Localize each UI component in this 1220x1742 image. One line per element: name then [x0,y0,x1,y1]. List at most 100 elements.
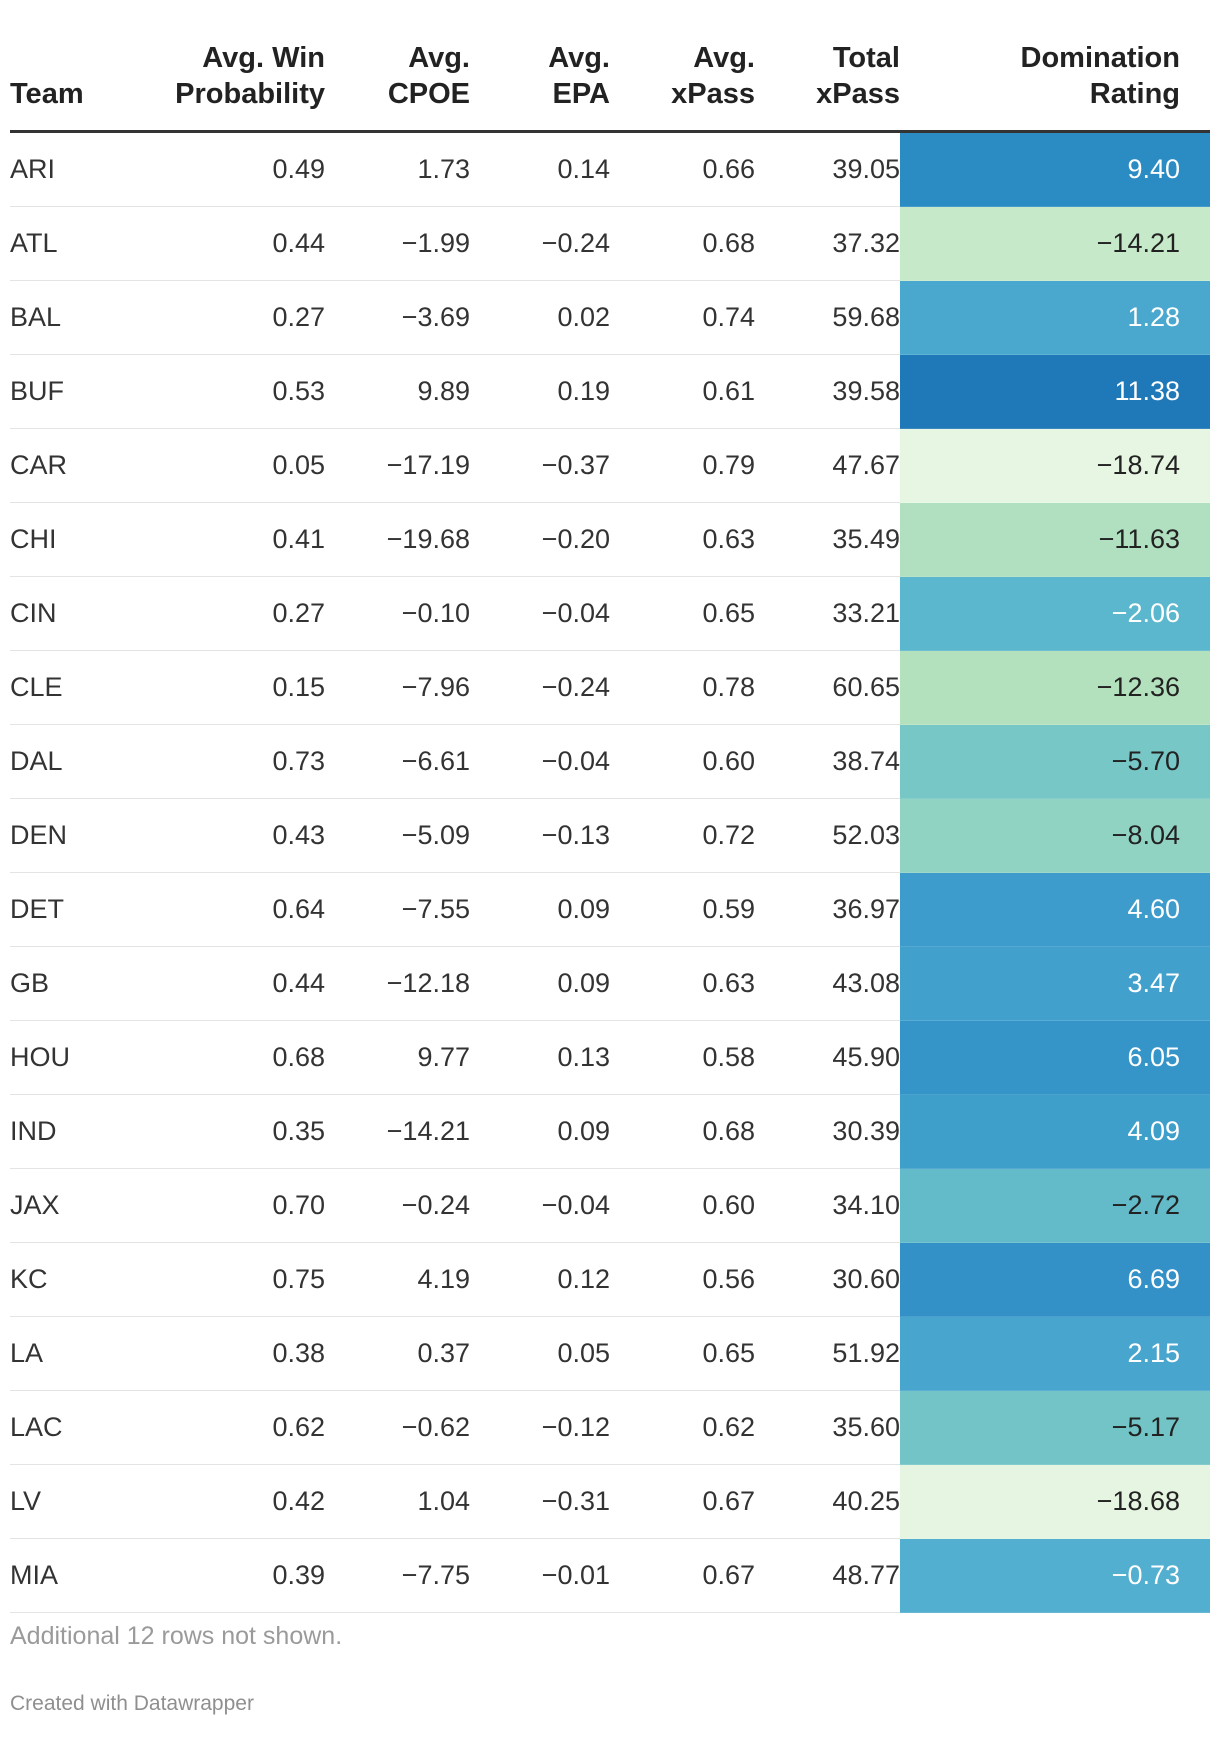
cell-xpass: 0.67 [610,1538,755,1613]
cell-xpass: 0.63 [610,502,755,577]
cell-epa: 0.12 [470,1242,610,1317]
table-row: DEN 0.43 −5.09 −0.13 0.72 52.03 −8.04 [10,798,1210,873]
cell-team: LV [10,1464,140,1539]
cell-domination: 11.38 [900,354,1210,429]
datawrapper-credit: Created with Datawrapper [10,1692,254,1715]
cell-total-xpass: 36.97 [755,872,900,947]
cell-win-prob: 0.41 [140,502,325,577]
cell-total-xpass: 35.60 [755,1390,900,1465]
table-row: MIA 0.39 −7.75 −0.01 0.67 48.77 −0.73 [10,1538,1210,1613]
cell-cpoe: 1.04 [325,1464,470,1539]
column-header-line: Avg. Win [202,42,325,74]
cell-team: ARI [10,131,140,207]
cell-epa: 0.13 [470,1020,610,1095]
cell-win-prob: 0.15 [140,650,325,725]
cell-cpoe: −7.55 [325,872,470,947]
cell-epa: 0.05 [470,1316,610,1391]
table-row: ATL 0.44 −1.99 −0.24 0.68 37.32 −14.21 [10,206,1210,281]
cell-xpass: 0.58 [610,1020,755,1095]
column-header-epa: Avg. EPA [470,40,610,133]
cell-xpass: 0.72 [610,798,755,873]
cell-team: CHI [10,502,140,577]
cell-epa: −0.24 [470,206,610,281]
cell-total-xpass: 30.39 [755,1094,900,1169]
cell-total-xpass: 51.92 [755,1316,900,1391]
table-row: LA 0.38 0.37 0.05 0.65 51.92 2.15 [10,1316,1210,1391]
cell-cpoe: −3.69 [325,280,470,355]
cell-cpoe: −7.96 [325,650,470,725]
column-header-line: Domination [1020,42,1181,74]
cell-xpass: 0.63 [610,946,755,1021]
cell-team: DET [10,872,140,947]
cell-cpoe: −19.68 [325,502,470,577]
column-header-line: Total [832,42,900,74]
cell-xpass: 0.61 [610,354,755,429]
column-header-cpoe: Avg. CPOE [325,40,470,133]
cell-total-xpass: 30.60 [755,1242,900,1317]
table-row: CLE 0.15 −7.96 −0.24 0.78 60.65 −12.36 [10,650,1210,725]
cell-xpass: 0.74 [610,280,755,355]
cell-epa: 0.09 [470,1094,610,1169]
cell-xpass: 0.62 [610,1390,755,1465]
cell-win-prob: 0.75 [140,1242,325,1317]
cell-total-xpass: 60.65 [755,650,900,725]
table-row: LV 0.42 1.04 −0.31 0.67 40.25 −18.68 [10,1464,1210,1539]
cell-team: CLE [10,650,140,725]
table-body: ARI 0.49 1.73 0.14 0.66 39.05 9.40 ATL 0.44 −1.99… [10,131,1210,1613]
cell-domination: 9.40 [900,131,1210,207]
table-header-row: Team Avg. Win Probability Avg. CPOE Avg. EPA Av… [10,40,1210,133]
cell-win-prob: 0.49 [140,131,325,207]
cell-xpass: 0.68 [610,206,755,281]
cell-xpass: 0.68 [610,1094,755,1169]
cell-win-prob: 0.62 [140,1390,325,1465]
cell-win-prob: 0.68 [140,1020,325,1095]
cell-domination: −14.21 [900,206,1210,281]
column-header-xpass: Avg. xPass [610,40,755,133]
table-container: Team Avg. Win Probability Avg. CPOE Avg. EPA Av… [10,40,1210,1613]
cell-xpass: 0.59 [610,872,755,947]
table-row: ARI 0.49 1.73 0.14 0.66 39.05 9.40 [10,131,1210,207]
cell-win-prob: 0.70 [140,1168,325,1243]
cell-team: BAL [10,280,140,355]
rows-not-shown-note: Additional 12 rows not shown. [10,1622,343,1650]
cell-cpoe: −5.09 [325,798,470,873]
column-header-total-xpass: Total xPass [755,40,900,133]
cell-team: CAR [10,428,140,503]
cell-win-prob: 0.43 [140,798,325,873]
cell-total-xpass: 48.77 [755,1538,900,1613]
cell-win-prob: 0.44 [140,206,325,281]
cell-team: IND [10,1094,140,1169]
cell-epa: −0.24 [470,650,610,725]
cell-domination: −5.17 [900,1390,1210,1465]
cell-win-prob: 0.42 [140,1464,325,1539]
cell-cpoe: 9.77 [325,1020,470,1095]
cell-xpass: 0.65 [610,1316,755,1391]
column-header-win-prob: Avg. Win Probability [140,40,325,133]
cell-cpoe: −6.61 [325,724,470,799]
cell-cpoe: 0.37 [325,1316,470,1391]
cell-team: HOU [10,1020,140,1095]
table-row: BAL 0.27 −3.69 0.02 0.74 59.68 1.28 [10,280,1210,355]
cell-domination: −5.70 [900,724,1210,799]
cell-epa: −0.04 [470,1168,610,1243]
cell-total-xpass: 39.58 [755,354,900,429]
table-row: DAL 0.73 −6.61 −0.04 0.60 38.74 −5.70 [10,724,1210,799]
cell-team: ATL [10,206,140,281]
column-header-line: xPass [816,78,900,110]
table-row: CIN 0.27 −0.10 −0.04 0.65 33.21 −2.06 [10,576,1210,651]
cell-win-prob: 0.64 [140,872,325,947]
cell-domination: 4.09 [900,1094,1210,1169]
cell-epa: −0.20 [470,502,610,577]
column-header-line: CPOE [387,78,470,110]
cell-epa: 0.09 [470,872,610,947]
cell-xpass: 0.79 [610,428,755,503]
cell-xpass: 0.60 [610,1168,755,1243]
cell-xpass: 0.65 [610,576,755,651]
column-header-line: Avg. [548,42,610,74]
cell-win-prob: 0.73 [140,724,325,799]
cell-domination: −18.68 [900,1464,1210,1539]
cell-epa: 0.09 [470,946,610,1021]
cell-cpoe: 9.89 [325,354,470,429]
cell-total-xpass: 33.21 [755,576,900,651]
cell-xpass: 0.66 [610,131,755,207]
